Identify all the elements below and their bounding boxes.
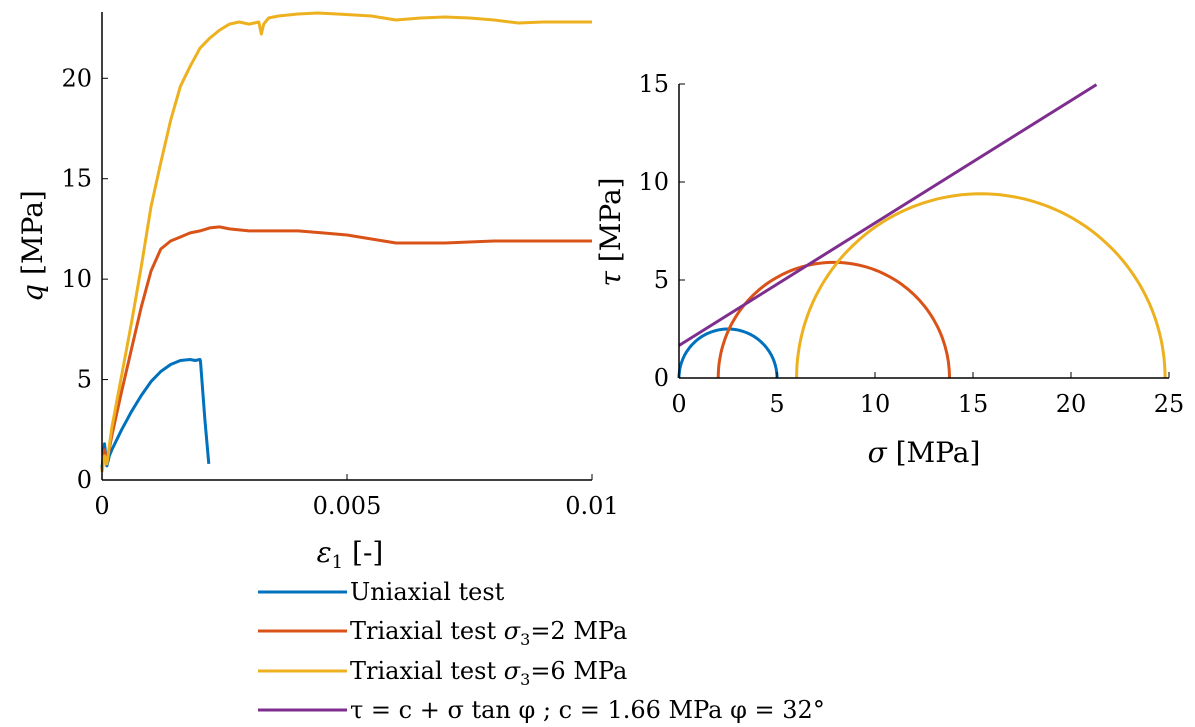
legend-label-triaxial6-suffix: =6 MPa	[530, 657, 627, 685]
right-x-axis-label: σ [MPa]	[868, 436, 981, 469]
legend-label-triaxial2-symbol: σ	[504, 617, 521, 645]
right-x-axis-label-symbol: σ	[868, 436, 888, 469]
mohr-circle-series-group	[677, 83, 1167, 379]
right-x-tick-label: 15	[958, 390, 989, 418]
right-x-tick-label: 25	[1154, 390, 1185, 418]
left-y-axis-label: q [MPa]	[16, 190, 49, 302]
legend: Uniaxial test Triaxial test σ3=2 MPa Tri…	[258, 578, 825, 724]
right-y-axis-label-symbol: τ	[594, 271, 627, 287]
legend-label-triaxial6: Triaxial test σ3=6 MPa	[350, 657, 627, 689]
legend-label-triaxial6-subscript: 3	[520, 670, 530, 689]
legend-label-triaxial2: Triaxial test σ3=2 MPa	[350, 617, 627, 649]
left-y-tick-label: 5	[77, 366, 92, 394]
legend-label-triaxial2-suffix: =2 MPa	[530, 617, 627, 645]
legend-label-envelope: τ = c + σ tan φ ; c = 1.66 MPa φ = 32°	[350, 696, 825, 724]
right-x-tick-label: 5	[769, 390, 784, 418]
legend-label-triaxial2-prefix: Triaxial test	[350, 617, 504, 645]
left-y-tick-label: 20	[61, 64, 92, 92]
right-y-axis-label-unit: [MPa]	[594, 177, 627, 271]
left-x-tick-label: 0.01	[565, 492, 618, 520]
right-tick-group: 0 5 10 15 20 25 0 5 10 15	[638, 70, 1184, 418]
left-y-tick-label: 10	[61, 265, 92, 293]
series-line-triaxial6	[100, 11, 592, 473]
left-x-axis-label: ε1 [-]	[317, 536, 384, 573]
right-y-tick-label: 15	[638, 70, 669, 98]
right-x-axis-label-unit: [MPa]	[887, 436, 981, 469]
right-x-tick-label: 20	[1056, 390, 1087, 418]
left-y-axis-label-unit: [MPa]	[16, 190, 49, 284]
right-y-tick-label: 0	[654, 364, 669, 392]
right-x-tick-label: 10	[860, 390, 891, 418]
legend-entry-triaxial6: Triaxial test σ3=6 MPa	[258, 657, 627, 689]
left-x-axis-label-symbol: ε	[317, 536, 332, 569]
left-x-tick-label: 0.005	[313, 492, 382, 520]
stress-strain-series-group	[100, 11, 592, 473]
left-y-tick-label: 15	[61, 165, 92, 193]
legend-label-triaxial6-prefix: Triaxial test	[350, 657, 504, 685]
right-x-tick-label: 0	[671, 390, 686, 418]
left-y-tick-label: 0	[77, 466, 92, 494]
right-y-tick-label: 5	[654, 266, 669, 294]
left-x-axis-label-unit: [-]	[343, 536, 383, 569]
stress-strain-plot: 0 0.005 0.01 0 5 10 15 20 ε1 [-] q [MPa]	[16, 11, 619, 573]
legend-entry-uniaxial: Uniaxial test	[258, 578, 505, 606]
right-y-axis-label: τ [MPa]	[594, 177, 627, 286]
left-tick-group: 0 0.005 0.01 0 5 10 15 20	[61, 64, 618, 520]
legend-label-triaxial2-subscript: 3	[520, 630, 530, 649]
mohr-circle-triaxial2	[716, 260, 951, 379]
left-x-tick-label: 0	[94, 492, 109, 520]
left-y-axis-label-symbol: q	[16, 284, 49, 302]
right-y-tick-label: 10	[638, 168, 669, 196]
series-line-triaxial2	[100, 225, 592, 471]
mohr-circle-plot: 0 5 10 15 20 25 0 5 10 15 σ [MPa] τ [MPa]	[594, 70, 1184, 469]
legend-label-uniaxial: Uniaxial test	[350, 578, 505, 606]
failure-envelope-line	[678, 83, 1098, 347]
legend-label-triaxial6-symbol: σ	[504, 657, 521, 685]
legend-entry-envelope: τ = c + σ tan φ ; c = 1.66 MPa φ = 32°	[258, 696, 825, 724]
legend-entry-triaxial2: Triaxial test σ3=2 MPa	[258, 617, 627, 649]
mohr-circle-triaxial6	[795, 192, 1167, 379]
left-x-axis-label-subscript: 1	[332, 552, 343, 573]
